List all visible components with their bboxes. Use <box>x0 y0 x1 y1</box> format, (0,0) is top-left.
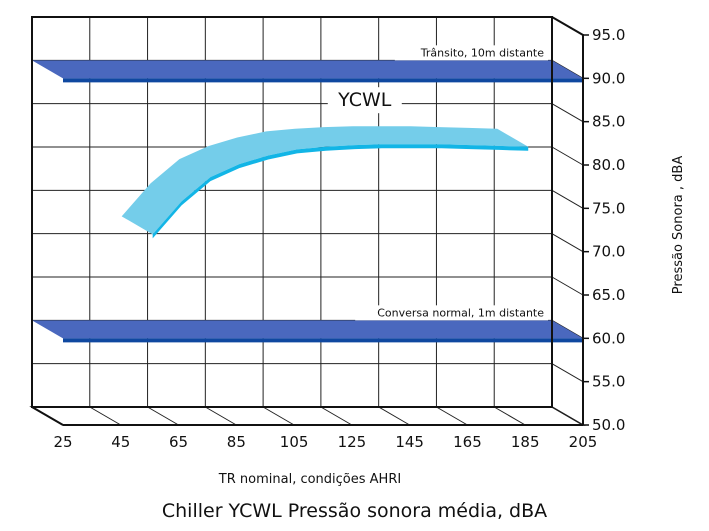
side-wall-line <box>551 103 584 123</box>
reference-band-edge <box>63 78 583 83</box>
reference-band-label: Conversa normal, 1m distante <box>377 306 544 319</box>
floor-line <box>262 406 295 426</box>
x-tick-label: 185 <box>511 433 540 451</box>
floor-line <box>320 406 353 426</box>
floor-line <box>493 406 526 426</box>
y-tick-label: 85.0 <box>592 113 625 131</box>
floor-line <box>378 406 410 426</box>
floor-line <box>436 406 468 426</box>
y-tick-label: 65.0 <box>592 286 625 304</box>
x-tick-label: 65 <box>169 433 188 451</box>
floor-line <box>89 406 122 426</box>
sound-pressure-chart: Trânsito, 10m distante Conversa normal, 1… <box>29 16 686 487</box>
y-tick-label: 50.0 <box>592 416 625 434</box>
chart-caption: Chiller YCWL Pressão sonora média, dBA <box>161 500 548 522</box>
side-wall-line <box>551 146 584 166</box>
side-wall-line <box>551 406 584 426</box>
y-tick-label: 80.0 <box>592 156 625 174</box>
y-tick-label: 90.0 <box>592 69 625 87</box>
y-tick-label: 75.0 <box>592 199 625 217</box>
x-axis-label: TR nominal, condições AHRI <box>218 472 401 487</box>
reference-band-label: Trânsito, 10m distante <box>420 46 544 59</box>
x-tick-label: 45 <box>111 433 130 451</box>
floor-left-edge <box>31 406 64 426</box>
x-tick-label: 145 <box>395 433 424 451</box>
chart-floor <box>29 406 586 426</box>
reference-bands: Trânsito, 10m distante Conversa normal, 1… <box>32 45 583 343</box>
side-wall-line <box>551 233 584 253</box>
x-tick-label: 25 <box>53 433 72 451</box>
side-wall-line <box>551 363 584 383</box>
side-wall-line <box>551 276 584 296</box>
y-tick-label: 70.0 <box>592 243 625 261</box>
reference-band <box>32 60 583 79</box>
floor-plane <box>29 406 586 426</box>
back-wall-border <box>31 16 553 408</box>
y-tick-label: 55.0 <box>592 373 625 391</box>
floor-line <box>147 406 179 426</box>
x-tick-label: 85 <box>227 433 246 451</box>
x-tick-label: 125 <box>338 433 367 451</box>
x-tick-label: 165 <box>453 433 482 451</box>
reference-band-edge <box>63 338 583 343</box>
y-axis-label: Pressão Sonora , dBA <box>671 156 686 295</box>
y-tick-label: 95.0 <box>592 26 625 44</box>
y-tick-label: 60.0 <box>592 329 625 347</box>
series-ribbon <box>121 126 529 235</box>
reference-band-label-bg <box>394 45 548 61</box>
series-label: YCWL <box>337 89 392 111</box>
series-ribbons: YCWL <box>121 87 529 239</box>
reference-band-label-bg <box>355 305 548 321</box>
side-wall-line <box>551 189 584 209</box>
series-label-bg <box>327 87 402 114</box>
floor-line <box>205 406 237 426</box>
reference-band <box>32 320 583 339</box>
x-tick-label: 105 <box>280 433 309 451</box>
x-tick-label: 205 <box>569 433 598 451</box>
